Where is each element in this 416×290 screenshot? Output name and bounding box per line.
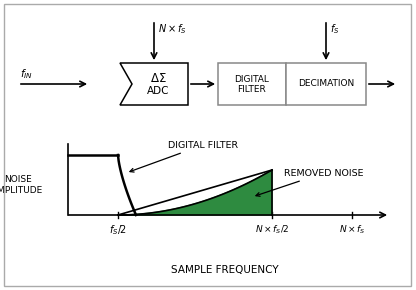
Text: DIGITAL FILTER: DIGITAL FILTER [130,140,238,172]
FancyBboxPatch shape [218,63,286,105]
Text: $f_S/2$: $f_S/2$ [109,223,127,237]
Text: SAMPLE FREQUENCY: SAMPLE FREQUENCY [171,265,279,275]
Text: $N \times f_S$: $N \times f_S$ [158,22,187,36]
Text: ADC: ADC [147,86,169,96]
Text: DIGITAL: DIGITAL [235,75,270,84]
Polygon shape [118,170,272,215]
Text: $f_{IN}$: $f_{IN}$ [20,67,33,81]
Text: $f_S$: $f_S$ [330,22,339,36]
Polygon shape [120,63,188,105]
Text: $N \times f_S/2$: $N \times f_S/2$ [255,223,289,235]
Text: $\Delta\Sigma$: $\Delta\Sigma$ [150,72,166,86]
Text: FILTER: FILTER [238,86,266,95]
Text: $N \times f_S$: $N \times f_S$ [339,223,365,235]
Text: NOISE
AMPLITUDE: NOISE AMPLITUDE [0,175,44,195]
Text: DECIMATION: DECIMATION [298,79,354,88]
FancyBboxPatch shape [286,63,366,105]
Text: REMOVED NOISE: REMOVED NOISE [256,168,364,196]
